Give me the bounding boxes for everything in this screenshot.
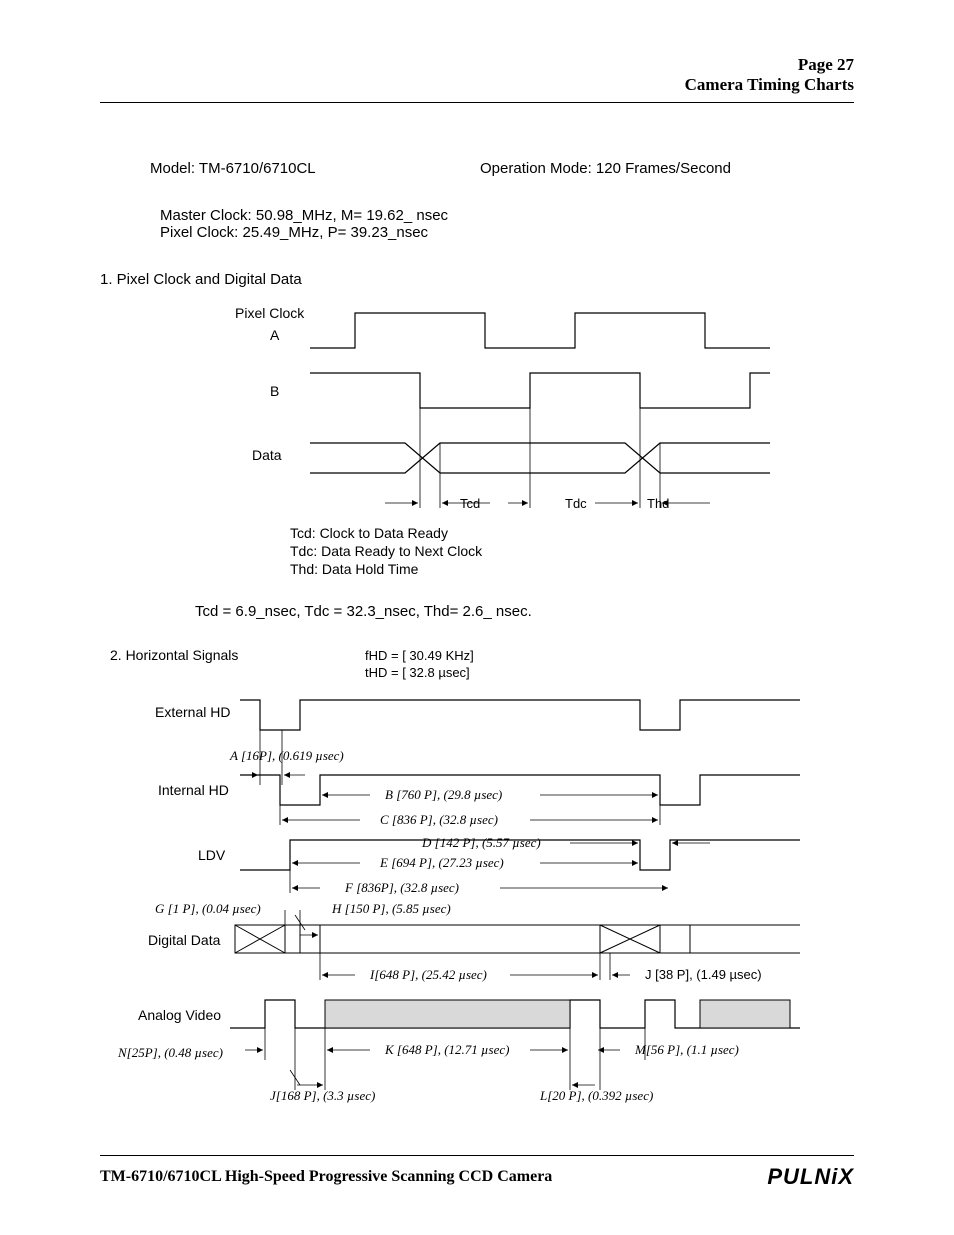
content-area: Model: TM-6710/6710CL Operation Mode: 12…: [100, 160, 854, 1125]
operation-mode: Operation Mode: 120 Frames/Second: [480, 160, 731, 177]
timing-diagram-2: 2. Horizontal Signals fHD = [ 30.49 KHz]…: [100, 645, 860, 1125]
footer-text: TM-6710/6710CL High-Speed Progressive Sc…: [100, 1168, 552, 1186]
footer: TM-6710/6710CL High-Speed Progressive Sc…: [100, 1155, 854, 1190]
thd-label: tHD = [ 32.8 µsec]: [365, 665, 470, 680]
section2-title: 2. Horizontal Signals: [110, 647, 238, 663]
param-l: L[20 P], (0.392 µsec): [539, 1088, 653, 1103]
param-g: G [1 P], (0.04 µsec): [155, 901, 261, 916]
param-j2: J[168 P], (3.3 µsec): [270, 1088, 375, 1103]
clock-info: Master Clock: 50.98_MHz, M= 19.62_ nsec …: [100, 207, 854, 241]
label-a: A: [270, 327, 280, 343]
timing-values: Tcd = 6.9_nsec, Tdc = 32.3_nsec, Thd= 2.…: [100, 603, 854, 620]
label-data: Data: [252, 447, 282, 463]
param-c: C [836 P], (32.8 µsec): [380, 812, 498, 827]
timing-diagram-1: Pixel Clock A B Data Tcd: [150, 298, 854, 588]
ext-hd-label: External HD: [155, 704, 230, 720]
pixel-clock: Pixel Clock: 25.49_MHz, P= 39.23_nsec: [160, 224, 854, 241]
ldv-label: LDV: [198, 847, 226, 863]
legend-tdc: Tdc: Data Ready to Next Clock: [290, 543, 483, 559]
param-k: K [648 P], (12.71 µsec): [384, 1042, 509, 1057]
footer-logo: PULNiX: [767, 1164, 854, 1190]
param-m: M[56 P], (1.1 µsec): [634, 1042, 739, 1057]
page-number: Page 27: [685, 55, 854, 75]
param-i: I[648 P], (25.42 µsec): [369, 967, 487, 982]
param-d: D [142 P], (5.57 µsec): [421, 835, 541, 850]
page-header: Page 27 Camera Timing Charts: [685, 55, 854, 95]
analog-label: Analog Video: [138, 1007, 221, 1023]
label-tdc: Tdc: [565, 496, 587, 511]
master-clock: Master Clock: 50.98_MHz, M= 19.62_ nsec: [160, 207, 854, 224]
model-row: Model: TM-6710/6710CL Operation Mode: 12…: [100, 160, 854, 177]
param-j: J [38 P], (1.49 µsec): [645, 967, 762, 982]
param-n: N[25P], (0.48 µsec): [117, 1045, 223, 1060]
param-b: B [760 P], (29.8 µsec): [385, 787, 502, 802]
param-f: F [836P], (32.8 µsec): [344, 880, 459, 895]
model-label: Model: TM-6710/6710CL: [100, 160, 480, 177]
param-a: A [16P], (0.619 µsec): [229, 748, 344, 763]
page-title: Camera Timing Charts: [685, 75, 854, 95]
section2-container: 2. Horizontal Signals fHD = [ 30.49 KHz]…: [100, 645, 854, 1125]
digital-label: Digital Data: [148, 932, 221, 948]
int-hd-label: Internal HD: [158, 782, 229, 798]
label-pixel-clock: Pixel Clock: [235, 305, 305, 321]
legend-thd: Thd: Data Hold Time: [290, 561, 419, 577]
header-rule: [100, 102, 854, 103]
fhd-label: fHD = [ 30.49 KHz]: [365, 648, 474, 663]
param-e: E [694 P], (27.23 µsec): [379, 855, 504, 870]
param-h: H [150 P], (5.85 µsec): [331, 901, 451, 916]
section1-title: 1. Pixel Clock and Digital Data: [100, 271, 854, 288]
label-tcd: Tcd: [460, 496, 480, 511]
legend-tcd: Tcd: Clock to Data Ready: [290, 525, 448, 541]
label-b: B: [270, 383, 279, 399]
